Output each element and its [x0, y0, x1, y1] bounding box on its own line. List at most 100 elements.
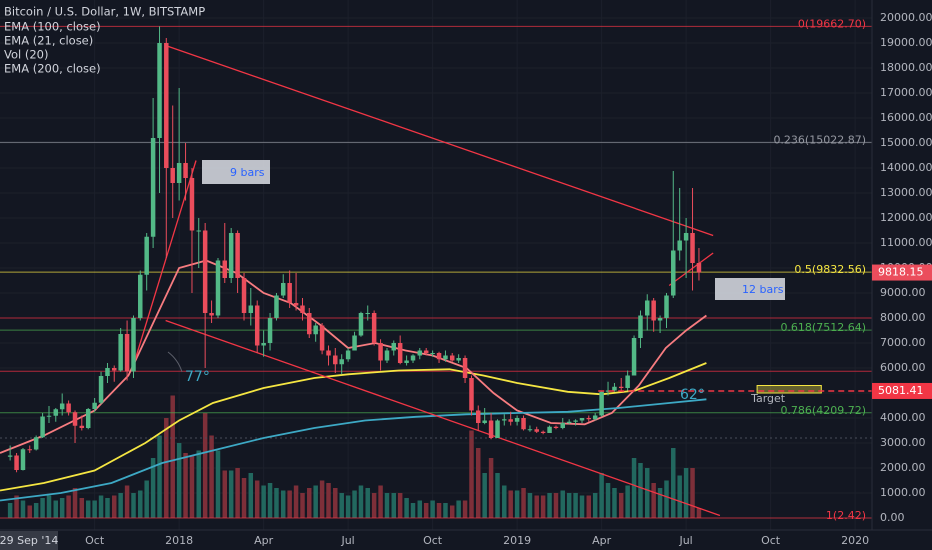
volume-bar: [352, 490, 357, 518]
y-tick-label: 15000.00: [880, 136, 932, 149]
volume-bar: [111, 495, 117, 518]
x-tick-label: Oct: [85, 534, 105, 547]
candle-body: [508, 419, 513, 422]
x-tick-label: 2018: [165, 534, 193, 547]
x-tick-label: Jul: [340, 534, 354, 547]
candle-body: [651, 300, 656, 321]
candle-body: [287, 283, 292, 303]
candle-body: [592, 415, 598, 420]
volume-bar: [579, 495, 585, 518]
candle-body: [157, 43, 162, 138]
candle-body: [209, 313, 214, 316]
volume-bar: [384, 493, 390, 518]
volume-bar: [183, 453, 188, 518]
volume-bar: [443, 503, 448, 518]
candle-body: [476, 410, 481, 423]
candle-body: [657, 318, 663, 321]
candle-body: [696, 263, 702, 273]
volume-bar: [547, 493, 552, 518]
y-tick-label: 2000.00: [880, 461, 926, 474]
volume-bar: [287, 490, 292, 518]
volume-bar: [573, 493, 578, 518]
volume-bar: [274, 488, 279, 518]
volume-bar: [651, 483, 656, 518]
candle-body: [248, 305, 254, 313]
crosshair-box: [0, 531, 58, 550]
candle-body: [671, 250, 676, 296]
fib-label: 0.5(9832.56): [794, 263, 866, 276]
x-tick-label: Jul: [678, 534, 692, 547]
volume-bar: [644, 468, 650, 518]
candle-body: [449, 355, 455, 361]
measure-box: [202, 160, 270, 184]
candle-body: [196, 230, 201, 232]
volume-bar: [657, 488, 663, 518]
candle-body: [599, 391, 604, 416]
volume-bar: [683, 468, 689, 518]
volume-bar: [495, 473, 500, 518]
candle-body: [267, 318, 273, 343]
volume-bar: [189, 455, 195, 518]
candle-body: [469, 378, 474, 411]
volume-bar: [378, 485, 383, 518]
volume-bar: [59, 498, 65, 518]
volume-bar: [66, 495, 71, 518]
volume-bar: [502, 485, 507, 518]
candle-body: [482, 420, 487, 423]
volume-bar: [540, 495, 546, 518]
volume-bar: [105, 498, 110, 518]
candle-body: [560, 423, 565, 428]
candle-body: [638, 315, 643, 338]
candle-body: [124, 334, 130, 372]
x-tick-label: 2019: [503, 534, 531, 547]
volume-bar: [449, 505, 455, 518]
candle-body: [326, 350, 331, 356]
volume-bar: [514, 490, 520, 518]
volume-bar: [209, 435, 214, 518]
volume-bar: [625, 485, 630, 518]
candle-body: [79, 425, 85, 428]
y-tick-label: 0.00: [880, 511, 905, 524]
volume-bar: [72, 488, 78, 518]
x-tick-label: Apr: [592, 534, 612, 547]
candle-body: [495, 420, 500, 438]
volume-bar: [521, 488, 526, 518]
volume-bar: [241, 478, 247, 518]
candle-body: [378, 343, 383, 361]
volume-bar: [40, 498, 45, 518]
volume-bar: [696, 508, 702, 518]
y-tick-label: 20000.00: [880, 11, 932, 24]
candle-body: [573, 420, 578, 422]
volume-bar: [131, 493, 136, 518]
volume-bar: [534, 495, 539, 518]
target-box: [756, 385, 822, 394]
candle-body: [105, 368, 110, 376]
legend-entry: EMA (100, close): [4, 20, 101, 34]
y-tick-label: 3000.00: [880, 436, 926, 449]
measure-label: 12 bars: [742, 283, 784, 296]
candle-body: [307, 313, 312, 335]
fib-label: 1(2.42): [826, 509, 866, 522]
candle-body: [566, 421, 572, 423]
y-tick-label: 18000.00: [880, 61, 932, 74]
candle-body: [280, 283, 286, 296]
candle-body: [274, 295, 279, 318]
candle-body: [59, 403, 65, 410]
candle-body: [618, 386, 624, 388]
volume-bar: [404, 498, 409, 518]
volume-bar: [462, 500, 468, 518]
candle-body: [488, 420, 494, 438]
volume-bar: [164, 418, 169, 518]
volume-bar: [365, 488, 370, 518]
y-tick-label: 11000.00: [880, 236, 932, 249]
volume-bar: [690, 468, 695, 518]
candle-body: [391, 343, 396, 351]
candle-body: [456, 358, 461, 361]
candle-body: [40, 416, 45, 438]
volume-bar: [482, 473, 487, 518]
candle-body: [502, 419, 507, 421]
volume-bar: [176, 443, 182, 518]
volume-bar: [254, 480, 260, 518]
candle-body: [514, 418, 520, 422]
angle-label: 62°: [680, 387, 705, 403]
